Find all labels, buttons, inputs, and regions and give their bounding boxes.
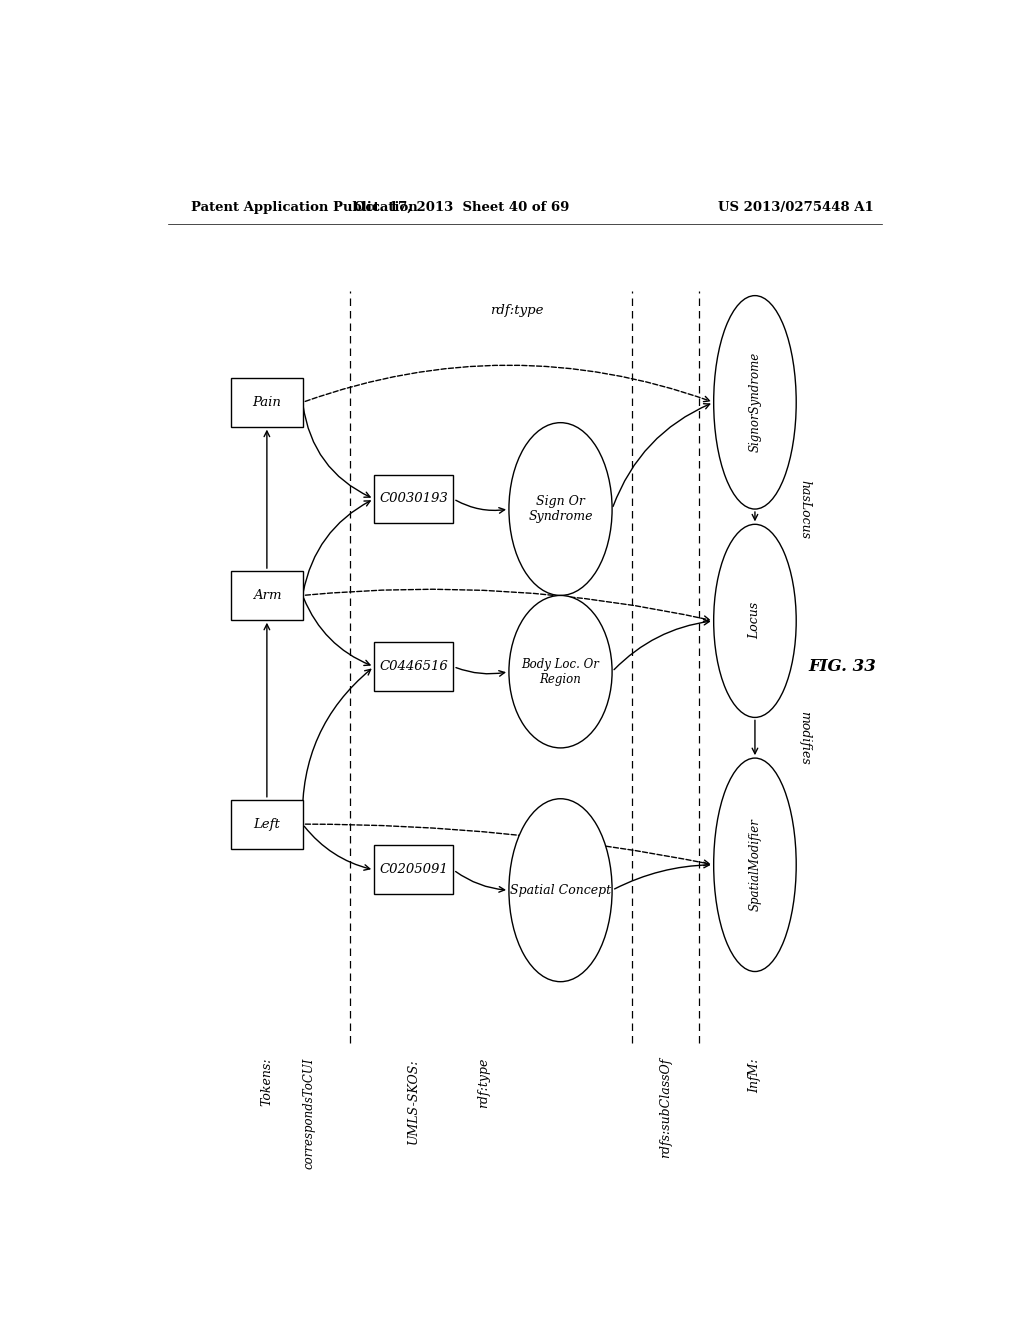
Text: Locus: Locus [749,602,762,639]
Text: Left: Left [254,817,281,830]
Text: InfM:: InfM: [749,1057,762,1093]
Text: hasLocus: hasLocus [799,479,812,539]
Text: Sign Or
Syndrome: Sign Or Syndrome [528,495,593,523]
Ellipse shape [509,595,612,748]
FancyBboxPatch shape [231,378,303,426]
Text: US 2013/0275448 A1: US 2013/0275448 A1 [718,201,873,214]
Text: modifies: modifies [799,711,812,764]
Text: Oct. 17, 2013  Sheet 40 of 69: Oct. 17, 2013 Sheet 40 of 69 [353,201,569,214]
FancyBboxPatch shape [374,846,454,894]
Text: rdfs:subClassOf: rdfs:subClassOf [659,1057,673,1158]
Text: Arm: Arm [253,589,282,602]
Text: SignorSyndrome: SignorSyndrome [749,352,762,453]
Text: FIG. 33: FIG. 33 [808,659,877,675]
Text: rdf:type: rdf:type [477,1057,490,1109]
Text: C0446516: C0446516 [379,660,449,673]
Ellipse shape [509,799,612,982]
FancyBboxPatch shape [231,800,303,849]
Text: C0205091: C0205091 [379,863,449,876]
FancyBboxPatch shape [374,643,454,690]
Text: Patent Application Publication: Patent Application Publication [191,201,418,214]
Text: SpatialModifier: SpatialModifier [749,818,762,911]
Ellipse shape [509,422,612,595]
Text: Body Loc. Or
Region: Body Loc. Or Region [521,657,599,685]
Ellipse shape [714,758,797,972]
Ellipse shape [714,524,797,718]
FancyBboxPatch shape [374,474,454,523]
Text: Pain: Pain [253,396,282,409]
Text: Spatial Concept: Spatial Concept [510,883,611,896]
Text: Tokens:: Tokens: [260,1057,273,1106]
Text: rdf:type: rdf:type [490,305,544,317]
Ellipse shape [714,296,797,510]
Text: C0030193: C0030193 [379,492,449,506]
Text: correspondsToCUI: correspondsToCUI [302,1057,315,1170]
FancyBboxPatch shape [231,572,303,620]
Text: UMLS-SKOS:: UMLS-SKOS: [408,1057,420,1143]
